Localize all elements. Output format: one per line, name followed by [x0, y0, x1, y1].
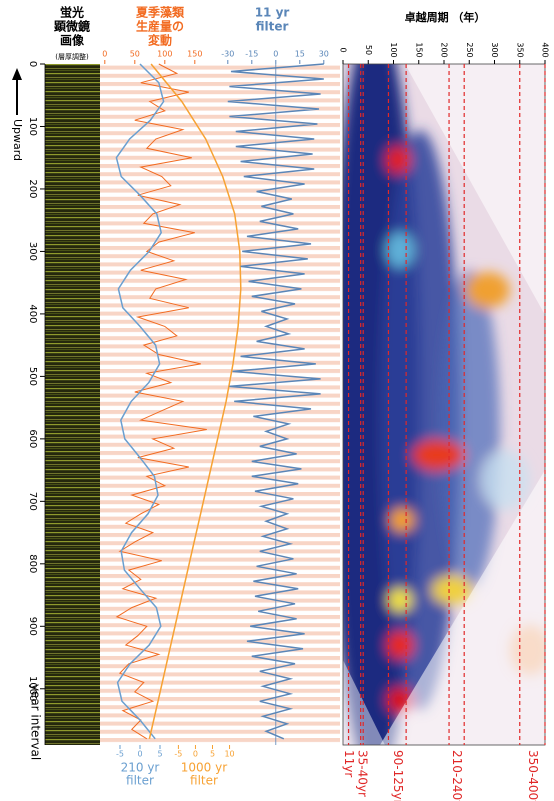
legend-label: 210 yr	[121, 761, 160, 775]
x-tick-label: 350	[515, 42, 524, 57]
y-tick-label: 500	[27, 367, 38, 386]
x-tick-label: 5	[157, 750, 162, 759]
chart-title: 卓越周期 （年）	[405, 10, 486, 24]
y-tick-label: 900	[27, 617, 38, 636]
microscope-image	[45, 64, 100, 745]
y-axis-label: year interval	[29, 684, 43, 760]
x-tick-label: 30	[319, 50, 329, 59]
x-tick-label: -15	[245, 50, 258, 59]
series-line	[115, 63, 165, 740]
x-tick-label: 0	[137, 750, 142, 759]
series-line	[115, 63, 207, 740]
band-label: 350-400yr	[526, 750, 540, 801]
legend-label: filter	[190, 774, 218, 788]
y-tick-label: 400	[27, 304, 38, 323]
upward-arrowhead	[12, 68, 22, 80]
x-tick-label: 10	[224, 750, 234, 759]
x-tick-label: 250	[465, 42, 474, 57]
x-tick-label: 0	[339, 47, 348, 52]
x-tick-label: 150	[414, 42, 423, 57]
y-tick-label: 700	[27, 492, 38, 511]
x-tick-label: 50	[364, 45, 373, 55]
x-tick-label: 400	[541, 42, 550, 57]
y-tick-label: 200	[27, 179, 38, 198]
series-line	[227, 63, 324, 740]
y-tick-label: 600	[27, 429, 38, 448]
chart-title: 11 yr	[255, 6, 290, 20]
x-tick-label: 0	[273, 50, 278, 59]
chart-title: 生産量の	[136, 19, 184, 34]
x-tick-label: 100	[157, 50, 172, 59]
x-tick-label: 5	[210, 750, 215, 759]
wavelet-spectrum	[343, 64, 545, 745]
chart-title: 夏季藻類	[136, 5, 185, 20]
legend-label: filter	[126, 774, 154, 788]
series-line	[148, 63, 242, 739]
chart-title: 画像	[60, 33, 85, 48]
direction-label: Upward	[11, 119, 24, 161]
y-tick-label: 800	[27, 554, 38, 573]
legend-label: 1000 yr	[181, 761, 227, 775]
chart-title: 顕微鏡	[54, 19, 90, 34]
x-tick-label: 100	[389, 42, 398, 57]
y-tick-label: 100	[27, 117, 38, 136]
chart-title: 変動	[148, 33, 172, 48]
chart-title: 蛍光	[60, 5, 84, 20]
x-tick-label: 15	[295, 50, 305, 59]
x-tick-label: 0	[102, 50, 107, 59]
band-label: 35-40yr	[355, 750, 369, 797]
x-tick-label: 150	[187, 50, 202, 59]
y-tick-label: 0	[27, 61, 38, 67]
band-label: 90-125yr	[391, 750, 405, 801]
x-tick-label: 300	[490, 42, 499, 57]
x-tick-label: 200	[440, 42, 449, 57]
x-tick-label: -5	[116, 750, 124, 759]
chart-title: filter	[256, 20, 289, 34]
y-tick-label: 1000	[27, 676, 38, 701]
subtitle: (層厚調整)	[55, 52, 89, 61]
x-tick-label: 50	[130, 50, 140, 59]
band-label: 11yr	[342, 750, 356, 777]
x-tick-label: -5	[174, 750, 182, 759]
band-label: 210-240yr	[450, 750, 464, 801]
y-tick-label: 300	[27, 242, 38, 261]
x-tick-label: -30	[221, 50, 234, 59]
x-tick-label: 0	[193, 750, 198, 759]
stripe-background	[100, 64, 340, 745]
